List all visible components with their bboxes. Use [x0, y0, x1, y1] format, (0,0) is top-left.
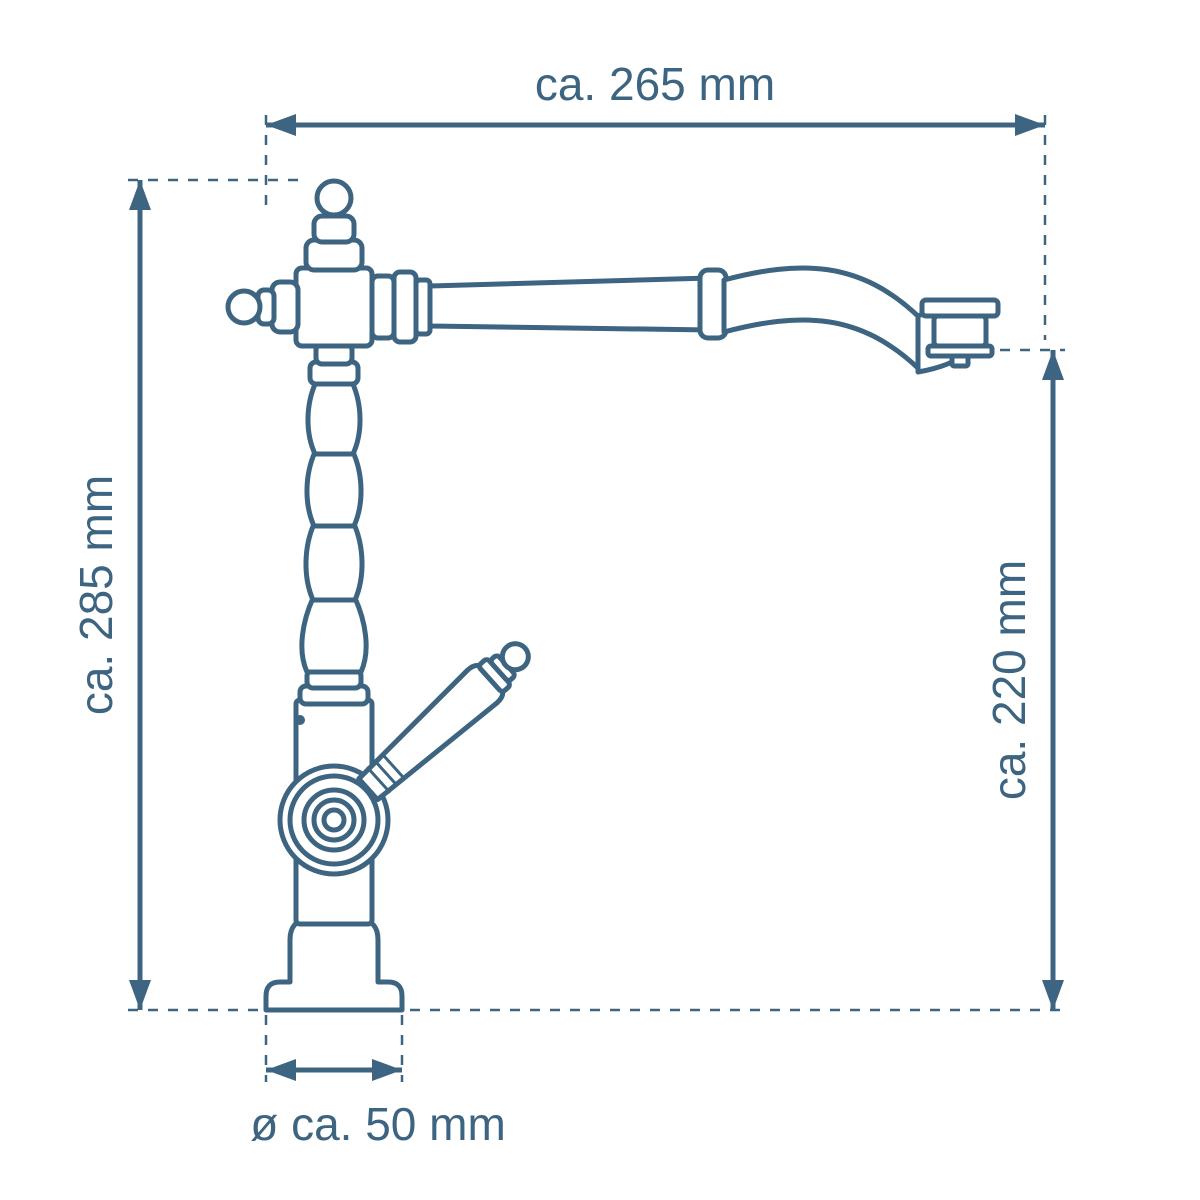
label-overall-width: ca. 265 mm [535, 58, 775, 110]
extension-lines [128, 115, 1065, 1082]
label-spout-height: ca. 220 mm [983, 560, 1035, 800]
faucet-outline [228, 181, 998, 1010]
turned-column [300, 344, 368, 704]
spout [430, 268, 968, 372]
lever-handle [353, 632, 539, 806]
aerator [922, 300, 998, 366]
cross-tee [228, 181, 430, 346]
dimension-lines: ca. 265 mm ca. 285 mm ca. 220 mm ø ca. 50 m… [70, 58, 1064, 1150]
faucet-dimension-diagram: ca. 265 mm ca. 285 mm ca. 220 mm ø ca. 50 m… [0, 0, 1200, 1200]
label-base-diameter: ø ca. 50 mm [250, 1098, 506, 1150]
label-overall-height: ca. 285 mm [70, 475, 122, 715]
